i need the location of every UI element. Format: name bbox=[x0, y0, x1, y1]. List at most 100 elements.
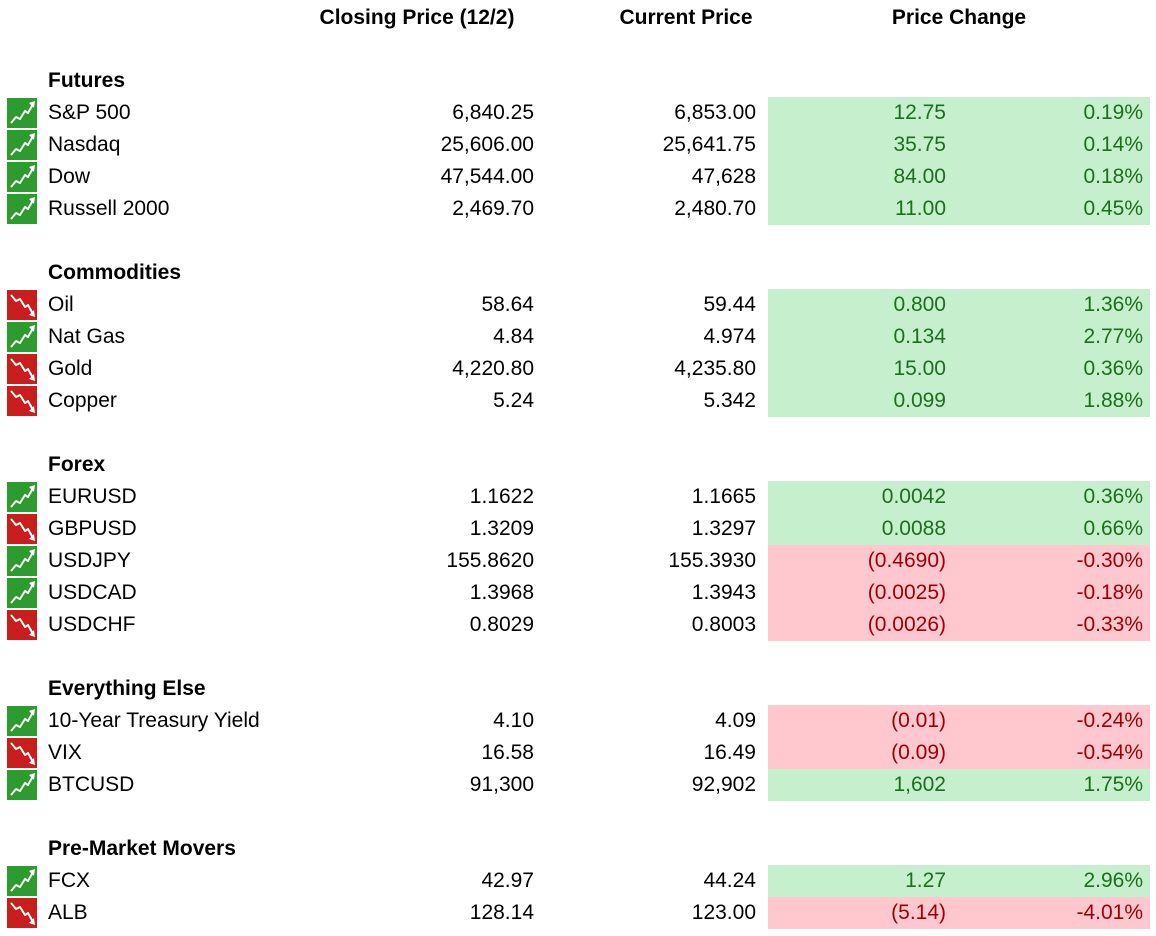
closing-price: 25,606.00 bbox=[440, 133, 534, 156]
instrument-name: FCX bbox=[48, 869, 90, 892]
price-change-cell bbox=[768, 737, 1150, 769]
price-change-cell bbox=[768, 609, 1150, 641]
current-price: 0.8003 bbox=[691, 613, 756, 636]
price-change-value: (0.0026) bbox=[867, 613, 946, 636]
price-change-percent: 0.14% bbox=[1083, 133, 1143, 156]
trend-up-icon bbox=[7, 866, 37, 896]
current-price: 5.342 bbox=[703, 389, 756, 412]
trend-up-icon bbox=[7, 194, 37, 224]
price-change-value: 0.0042 bbox=[881, 485, 946, 508]
price-change-cell bbox=[768, 865, 1150, 897]
price-change-value: (0.0025) bbox=[867, 581, 946, 604]
table-row: ALB 128.14 123.00 (5.14) -4.01% bbox=[0, 897, 1156, 929]
trend-down-icon bbox=[7, 290, 37, 320]
table-row: Nat Gas 4.84 4.974 0.134 2.77% bbox=[0, 321, 1156, 353]
current-price: 6,853.00 bbox=[674, 101, 756, 124]
table-row: GBPUSD 1.3209 1.3297 0.0088 0.66% bbox=[0, 513, 1156, 545]
current-price: 2,480.70 bbox=[674, 197, 756, 220]
price-change-value: 12.75 bbox=[893, 101, 946, 124]
section-title: Forex bbox=[48, 453, 106, 476]
price-change-percent: 0.18% bbox=[1083, 165, 1143, 188]
price-change-cell bbox=[768, 769, 1150, 801]
closing-price: 4.84 bbox=[493, 325, 534, 348]
instrument-name: GBPUSD bbox=[48, 517, 137, 540]
current-price: 1.3943 bbox=[691, 581, 756, 604]
price-change-cell bbox=[768, 321, 1150, 353]
price-change-cell bbox=[768, 129, 1150, 161]
price-change-value: 15.00 bbox=[893, 357, 946, 380]
instrument-name: VIX bbox=[48, 741, 82, 764]
trend-down-icon bbox=[7, 386, 37, 416]
instrument-name: BTCUSD bbox=[48, 773, 135, 796]
section-title: Futures bbox=[48, 69, 126, 92]
trend-up-icon bbox=[7, 130, 37, 160]
table-row: Oil 58.64 59.44 0.800 1.36% bbox=[0, 289, 1156, 321]
closing-price: 1.3209 bbox=[469, 517, 534, 540]
trend-up-icon bbox=[7, 322, 37, 352]
price-change-cell bbox=[768, 161, 1150, 193]
table-row: S&P 500 6,840.25 6,853.00 12.75 0.19% bbox=[0, 97, 1156, 129]
closing-price: 5.24 bbox=[493, 389, 534, 412]
trend-up-icon bbox=[7, 770, 37, 800]
trend-down-icon bbox=[7, 514, 37, 544]
instrument-name: Dow bbox=[48, 165, 91, 188]
table-row: EURUSD 1.1622 1.1665 0.0042 0.36% bbox=[0, 481, 1156, 513]
header-closing-price: Closing Price (12/2) bbox=[319, 6, 515, 29]
table-row: USDCAD 1.3968 1.3943 (0.0025) -0.18% bbox=[0, 577, 1156, 609]
trend-up-icon bbox=[7, 482, 37, 512]
price-change-value: 0.0088 bbox=[881, 517, 946, 540]
current-price: 4,235.80 bbox=[674, 357, 756, 380]
current-price: 1.1665 bbox=[691, 485, 756, 508]
price-change-value: 0.800 bbox=[893, 293, 946, 316]
trend-up-icon bbox=[7, 546, 37, 576]
trend-down-icon bbox=[7, 898, 37, 928]
price-change-cell bbox=[768, 577, 1150, 609]
current-price: 1.3297 bbox=[691, 517, 756, 540]
instrument-name: Nat Gas bbox=[48, 325, 126, 348]
price-change-value: (0.09) bbox=[891, 741, 946, 764]
trend-up-icon bbox=[7, 578, 37, 608]
table-row: Nasdaq 25,606.00 25,641.75 35.75 0.14% bbox=[0, 129, 1156, 161]
price-change-percent: -0.54% bbox=[1076, 741, 1143, 764]
price-change-cell bbox=[768, 97, 1150, 129]
trend-down-icon bbox=[7, 610, 37, 640]
price-change-cell bbox=[768, 897, 1150, 929]
closing-price: 0.8029 bbox=[469, 613, 534, 636]
closing-price: 4,220.80 bbox=[452, 357, 534, 380]
price-change-value: 84.00 bbox=[893, 165, 946, 188]
price-change-percent: 0.36% bbox=[1083, 357, 1143, 380]
current-price: 16.49 bbox=[703, 741, 756, 764]
table-row: Copper 5.24 5.342 0.099 1.88% bbox=[0, 385, 1156, 417]
trend-down-icon bbox=[7, 738, 37, 768]
header-price-change: Price Change bbox=[891, 6, 1027, 29]
price-change-percent: 2.96% bbox=[1083, 869, 1143, 892]
price-change-value: 1.27 bbox=[905, 869, 946, 892]
price-change-value: 1,602 bbox=[893, 773, 946, 796]
price-change-value: 0.099 bbox=[893, 389, 946, 412]
closing-price: 42.97 bbox=[481, 869, 534, 892]
closing-price: 1.3968 bbox=[469, 581, 534, 604]
price-change-percent: -0.24% bbox=[1076, 709, 1143, 732]
price-change-percent: 1.88% bbox=[1083, 389, 1143, 412]
section-title: Pre-Market Movers bbox=[48, 837, 236, 860]
closing-price: 155.8620 bbox=[446, 549, 534, 572]
price-change-cell bbox=[768, 545, 1150, 577]
instrument-name: USDCHF bbox=[48, 613, 136, 636]
table-row: BTCUSD 91,300 92,902 1,602 1.75% bbox=[0, 769, 1156, 801]
price-change-cell bbox=[768, 193, 1150, 225]
current-price: 123.00 bbox=[691, 901, 756, 924]
current-price: 25,641.75 bbox=[662, 133, 756, 156]
closing-price: 16.58 bbox=[481, 741, 534, 764]
price-change-value: 35.75 bbox=[893, 133, 946, 156]
table-row: Russell 2000 2,469.70 2,480.70 11.00 0.45% bbox=[0, 193, 1156, 225]
closing-price: 47,544.00 bbox=[440, 165, 534, 188]
price-change-cell bbox=[768, 481, 1150, 513]
price-change-percent: -0.33% bbox=[1076, 613, 1143, 636]
price-change-percent: 0.66% bbox=[1083, 517, 1143, 540]
price-change-percent: -0.18% bbox=[1076, 581, 1143, 604]
current-price: 4.09 bbox=[715, 709, 756, 732]
closing-price: 91,300 bbox=[469, 773, 534, 796]
price-change-percent: 1.75% bbox=[1083, 773, 1143, 796]
trend-up-icon bbox=[7, 98, 37, 128]
